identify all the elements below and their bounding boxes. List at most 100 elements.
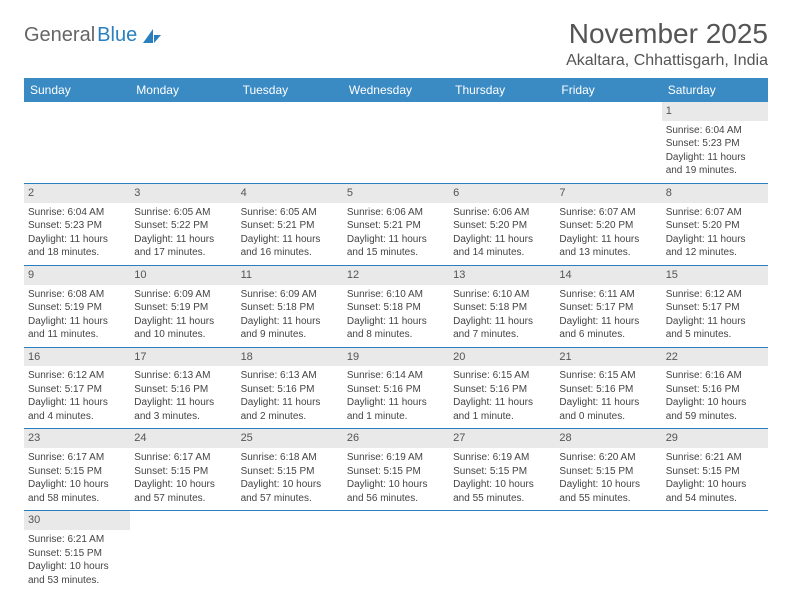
calendar-cell (343, 511, 449, 592)
calendar-row: 30Sunrise: 6:21 AMSunset: 5:15 PMDayligh… (24, 511, 768, 592)
sunrise-text: Sunrise: 6:15 AM (453, 369, 551, 383)
sunset-text: Sunset: 5:20 PM (559, 219, 657, 233)
sunset-text: Sunset: 5:16 PM (241, 383, 339, 397)
title-block: November 2025 Akaltara, Chhattisgarh, In… (566, 18, 768, 70)
sunrise-text: Sunrise: 6:17 AM (28, 451, 126, 465)
weekday-header: Friday (555, 78, 661, 102)
daylight-text: Daylight: 11 hours and 8 minutes. (347, 315, 445, 342)
calendar-cell: 17Sunrise: 6:13 AMSunset: 5:16 PMDayligh… (130, 347, 236, 429)
calendar-cell (237, 102, 343, 183)
calendar-cell: 6Sunrise: 6:06 AMSunset: 5:20 PMDaylight… (449, 183, 555, 265)
daylight-text: Daylight: 11 hours and 10 minutes. (134, 315, 232, 342)
calendar-cell: 14Sunrise: 6:11 AMSunset: 5:17 PMDayligh… (555, 265, 661, 347)
day-number: 14 (555, 266, 661, 285)
daylight-text: Daylight: 11 hours and 9 minutes. (241, 315, 339, 342)
day-number: 9 (24, 266, 130, 285)
calendar-cell (237, 511, 343, 592)
day-number: 29 (662, 429, 768, 448)
sunset-text: Sunset: 5:15 PM (666, 465, 764, 479)
day-number: 8 (662, 184, 768, 203)
sunset-text: Sunset: 5:17 PM (666, 301, 764, 315)
daylight-text: Daylight: 11 hours and 14 minutes. (453, 233, 551, 260)
daylight-text: Daylight: 11 hours and 4 minutes. (28, 396, 126, 423)
calendar-table: Sunday Monday Tuesday Wednesday Thursday… (24, 78, 768, 592)
calendar-row: 2Sunrise: 6:04 AMSunset: 5:23 PMDaylight… (24, 183, 768, 265)
sunrise-text: Sunrise: 6:18 AM (241, 451, 339, 465)
day-number: 7 (555, 184, 661, 203)
day-number: 21 (555, 348, 661, 367)
sunrise-text: Sunrise: 6:06 AM (453, 206, 551, 220)
page-header: GeneralBlue November 2025 Akaltara, Chha… (24, 18, 768, 70)
sunrise-text: Sunrise: 6:07 AM (666, 206, 764, 220)
month-title: November 2025 (566, 18, 768, 50)
weekday-header: Saturday (662, 78, 768, 102)
sunrise-text: Sunrise: 6:04 AM (28, 206, 126, 220)
calendar-cell: 23Sunrise: 6:17 AMSunset: 5:15 PMDayligh… (24, 429, 130, 511)
daylight-text: Daylight: 11 hours and 5 minutes. (666, 315, 764, 342)
daylight-text: Daylight: 10 hours and 55 minutes. (559, 478, 657, 505)
day-number: 24 (130, 429, 236, 448)
sunset-text: Sunset: 5:15 PM (453, 465, 551, 479)
calendar-cell: 15Sunrise: 6:12 AMSunset: 5:17 PMDayligh… (662, 265, 768, 347)
calendar-cell: 12Sunrise: 6:10 AMSunset: 5:18 PMDayligh… (343, 265, 449, 347)
sunset-text: Sunset: 5:18 PM (347, 301, 445, 315)
sunset-text: Sunset: 5:17 PM (28, 383, 126, 397)
sunset-text: Sunset: 5:19 PM (134, 301, 232, 315)
day-number: 5 (343, 184, 449, 203)
day-number: 26 (343, 429, 449, 448)
sunrise-text: Sunrise: 6:12 AM (28, 369, 126, 383)
calendar-cell: 18Sunrise: 6:13 AMSunset: 5:16 PMDayligh… (237, 347, 343, 429)
sunset-text: Sunset: 5:16 PM (347, 383, 445, 397)
sunrise-text: Sunrise: 6:14 AM (347, 369, 445, 383)
sunset-text: Sunset: 5:15 PM (134, 465, 232, 479)
sunset-text: Sunset: 5:18 PM (241, 301, 339, 315)
calendar-cell: 24Sunrise: 6:17 AMSunset: 5:15 PMDayligh… (130, 429, 236, 511)
day-number: 18 (237, 348, 343, 367)
day-number: 10 (130, 266, 236, 285)
daylight-text: Daylight: 11 hours and 19 minutes. (666, 151, 764, 178)
calendar-cell (449, 102, 555, 183)
calendar-row: 9Sunrise: 6:08 AMSunset: 5:19 PMDaylight… (24, 265, 768, 347)
calendar-cell: 26Sunrise: 6:19 AMSunset: 5:15 PMDayligh… (343, 429, 449, 511)
calendar-cell (130, 511, 236, 592)
location-text: Akaltara, Chhattisgarh, India (566, 52, 768, 70)
daylight-text: Daylight: 11 hours and 13 minutes. (559, 233, 657, 260)
sunset-text: Sunset: 5:21 PM (241, 219, 339, 233)
sunrise-text: Sunrise: 6:13 AM (134, 369, 232, 383)
sunset-text: Sunset: 5:23 PM (666, 137, 764, 151)
calendar-cell (662, 511, 768, 592)
calendar-cell: 9Sunrise: 6:08 AMSunset: 5:19 PMDaylight… (24, 265, 130, 347)
daylight-text: Daylight: 10 hours and 54 minutes. (666, 478, 764, 505)
sunrise-text: Sunrise: 6:19 AM (453, 451, 551, 465)
day-number: 3 (130, 184, 236, 203)
daylight-text: Daylight: 11 hours and 0 minutes. (559, 396, 657, 423)
sunset-text: Sunset: 5:15 PM (241, 465, 339, 479)
sunrise-text: Sunrise: 6:16 AM (666, 369, 764, 383)
sunset-text: Sunset: 5:16 PM (134, 383, 232, 397)
sunset-text: Sunset: 5:15 PM (28, 547, 126, 561)
daylight-text: Daylight: 11 hours and 12 minutes. (666, 233, 764, 260)
sunrise-text: Sunrise: 6:08 AM (28, 288, 126, 302)
sunset-text: Sunset: 5:15 PM (559, 465, 657, 479)
sunrise-text: Sunrise: 6:15 AM (559, 369, 657, 383)
calendar-cell: 13Sunrise: 6:10 AMSunset: 5:18 PMDayligh… (449, 265, 555, 347)
daylight-text: Daylight: 11 hours and 15 minutes. (347, 233, 445, 260)
weekday-header: Wednesday (343, 78, 449, 102)
sunrise-text: Sunrise: 6:07 AM (559, 206, 657, 220)
calendar-cell (130, 102, 236, 183)
calendar-cell: 19Sunrise: 6:14 AMSunset: 5:16 PMDayligh… (343, 347, 449, 429)
day-number: 23 (24, 429, 130, 448)
calendar-cell: 22Sunrise: 6:16 AMSunset: 5:16 PMDayligh… (662, 347, 768, 429)
sunrise-text: Sunrise: 6:17 AM (134, 451, 232, 465)
day-number: 27 (449, 429, 555, 448)
daylight-text: Daylight: 10 hours and 56 minutes. (347, 478, 445, 505)
day-number: 28 (555, 429, 661, 448)
daylight-text: Daylight: 11 hours and 3 minutes. (134, 396, 232, 423)
day-number: 19 (343, 348, 449, 367)
calendar-cell (343, 102, 449, 183)
sunset-text: Sunset: 5:20 PM (666, 219, 764, 233)
daylight-text: Daylight: 10 hours and 59 minutes. (666, 396, 764, 423)
calendar-cell: 7 Sunrise: 6:07 AMSunset: 5:20 PMDaylight… (555, 183, 661, 265)
daylight-text: Daylight: 11 hours and 18 minutes. (28, 233, 126, 260)
sunrise-text: Sunrise: 6:12 AM (666, 288, 764, 302)
